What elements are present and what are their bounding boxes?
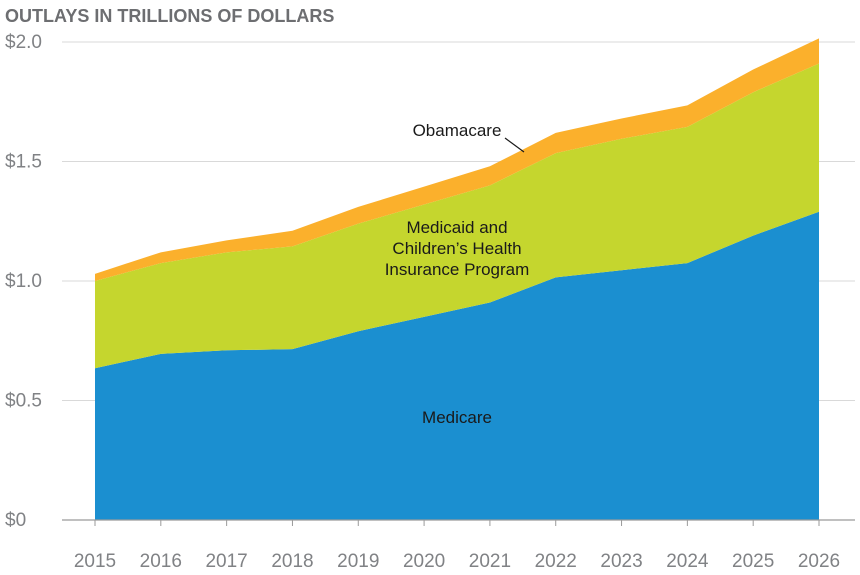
chart-title: OUTLAYS IN TRILLIONS OF DOLLARS: [5, 6, 334, 26]
series-label-medicaid: Medicaid and Children’s Health Insurance P…: [385, 218, 530, 279]
x-tick-label-2022: 2022: [535, 551, 577, 572]
y-tick-label-0: $0: [5, 510, 26, 531]
y-tick-label-3: $1.5: [5, 152, 42, 173]
x-tick-label-2017: 2017: [205, 551, 247, 572]
x-tick-label-2019: 2019: [337, 551, 379, 572]
x-tick-label-2018: 2018: [271, 551, 313, 572]
y-tick-label-1: $0.5: [5, 391, 42, 412]
x-tick-label-2026: 2026: [798, 551, 840, 572]
area-obamacare: [95, 38, 819, 281]
x-tick-label-2020: 2020: [403, 551, 445, 572]
area-medicaid: [95, 63, 819, 369]
x-tick-label-2021: 2021: [469, 551, 511, 572]
y-tick-label-4: $2.0: [5, 32, 42, 53]
x-tick-label-2015: 2015: [74, 551, 116, 572]
x-tick-label-2016: 2016: [140, 551, 182, 572]
axes: $0 $0.5 $1.0 $1.5 $2.0 2015 2016 2017 2018 2019 20…: [5, 32, 855, 572]
x-tick-label-2024: 2024: [666, 551, 709, 572]
series-labels: Medicare Medicaid and Children’s Health Ins…: [385, 121, 530, 427]
series-areas: [95, 38, 819, 520]
y-tick-label-2: $1.0: [5, 271, 42, 292]
area-medicare: [95, 211, 819, 520]
obamacare-leader-line: [504, 137, 525, 153]
x-tick-label-2023: 2023: [600, 551, 642, 572]
series-label-medicare: Medicare: [422, 408, 492, 427]
x-tick-label-2025: 2025: [732, 551, 774, 572]
series-label-obamacare: Obamacare: [413, 121, 502, 140]
